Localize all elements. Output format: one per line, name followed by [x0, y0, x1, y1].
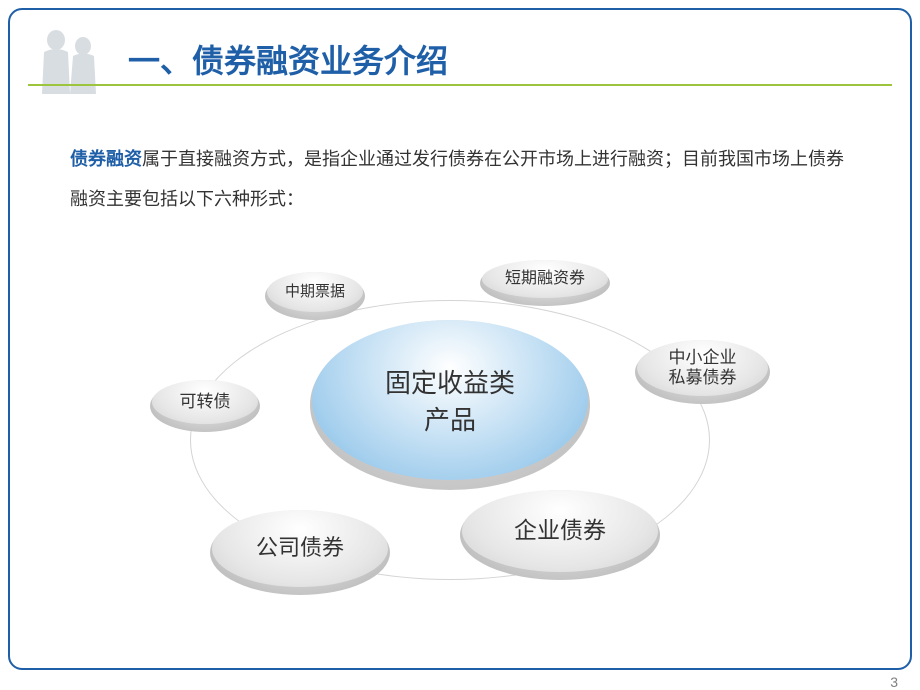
node-label-2: 私募债券 [669, 368, 737, 388]
node-kzz: 可转债 [150, 380, 260, 432]
node-top: 企业债券 [462, 490, 658, 572]
description-highlight: 债券融资 [70, 149, 142, 169]
node-top: 公司债券 [212, 510, 388, 587]
node-label-1: 中小企业 [669, 348, 737, 368]
node-zqpj: 中期票据 [265, 272, 365, 320]
orbit-diagram: 固定收益类 产品 中期票据 短期融资券中小企业私募债券可转债公司债券 企业债券 [150, 260, 770, 640]
page-number: 3 [890, 674, 898, 690]
node-top: 短期融资券 [482, 260, 608, 298]
node-top: 可转债 [152, 380, 258, 424]
node-top: 中小企业私募债券 [637, 340, 768, 396]
node-dqrzq: 短期融资券 [480, 260, 610, 306]
node-qyzq: 企业债券 [460, 490, 660, 580]
node-label: 企业债券 [514, 517, 606, 545]
center-line1: 固定收益类 [385, 363, 515, 400]
title-underline [28, 84, 892, 86]
center-top: 固定收益类 产品 [312, 320, 588, 480]
center-node: 固定收益类 产品 [310, 320, 590, 490]
node-label: 公司债券 [256, 535, 344, 561]
description-text: 债券融资属于直接融资方式，是指企业通过发行债券在公开市场上进行融资；目前我国市场… [70, 140, 850, 219]
node-gszq: 公司债券 [210, 510, 390, 595]
node-top: 中期票据 [267, 272, 363, 312]
description-body: 属于直接融资方式，是指企业通过发行债券在公开市场上进行融资；目前我国市场上债券融… [70, 149, 844, 209]
node-label: 中期票据 [285, 283, 345, 301]
node-label: 短期融资券 [505, 269, 585, 288]
slide-title: 一、债券融资业务介绍 [128, 36, 448, 82]
center-line2: 产品 [424, 400, 476, 437]
node-label: 可转债 [180, 392, 231, 412]
node-zxqy: 中小企业私募债券 [635, 340, 770, 404]
